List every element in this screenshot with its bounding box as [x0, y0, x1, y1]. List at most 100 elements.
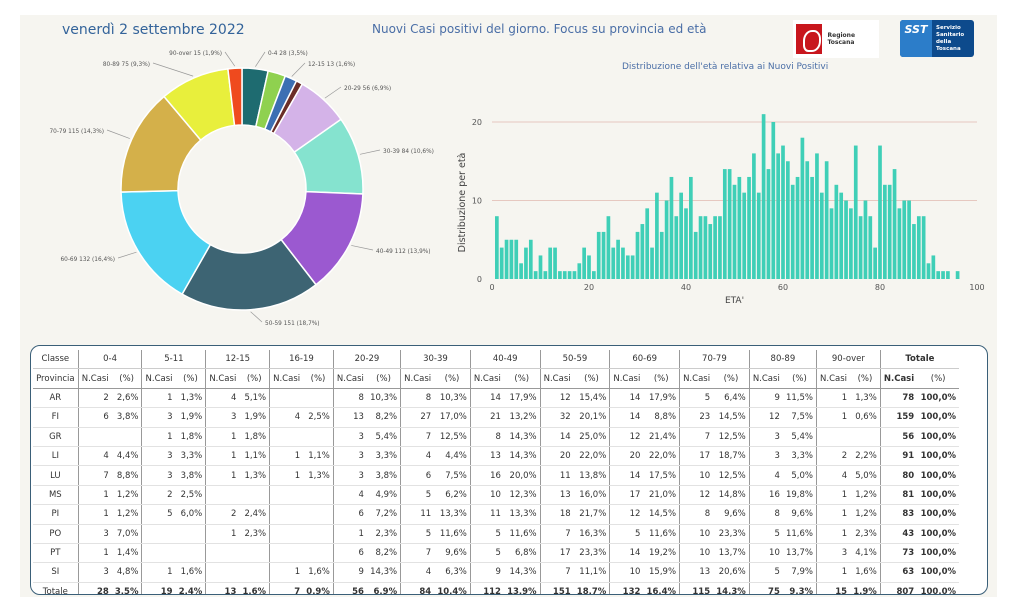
table-cell: 11,1% — [573, 562, 610, 583]
table-subheader: (%) — [917, 368, 959, 389]
histogram-x-tick: 100 — [969, 283, 984, 292]
histogram-bar — [650, 247, 654, 279]
histogram-bar — [679, 192, 683, 279]
table-cell: 73 — [879, 543, 918, 564]
histogram-bar — [936, 271, 941, 279]
table-header-provincia: Provincia — [33, 368, 79, 389]
table-cell: 8 — [679, 504, 714, 525]
table-cell-provincia: Totale — [42, 586, 68, 595]
table-cell: 1 — [77, 543, 112, 564]
table-cell: 80 — [879, 465, 918, 486]
table-cell: 1,6% — [303, 562, 334, 583]
table-cell: 13 — [539, 485, 574, 506]
table-cell: 12 — [679, 485, 714, 506]
donut-leader-line — [324, 86, 342, 99]
table-subheader: N.Casi — [269, 368, 304, 389]
table-cell: 5,1% — [239, 388, 270, 409]
table-cell: 9 — [332, 562, 367, 583]
table-cell-provincia: AR — [33, 388, 79, 409]
histogram-bar — [606, 216, 611, 279]
table-cell: 5 — [469, 524, 504, 544]
table-cell: 1,9% — [239, 407, 270, 428]
table-cell: 11,5% — [782, 388, 817, 409]
donut-slice-label: 30-39 84 (10,6%) — [383, 149, 434, 155]
table-cell: 10 — [609, 562, 644, 583]
table-cell: 23,3% — [713, 524, 750, 544]
table-cell: 12,5% — [713, 427, 750, 447]
histogram-bar — [892, 169, 897, 279]
histogram-bar — [926, 263, 931, 279]
table-header-age-group: 30-39 — [400, 350, 471, 370]
donut-slice-label: 0-4 28 (3,5%) — [268, 51, 308, 57]
table-cell: 14 — [469, 388, 504, 409]
table-cell: 0,6% — [850, 407, 881, 428]
table-subheader: (%) — [366, 368, 401, 389]
histogram-bar — [499, 247, 504, 279]
table-cell: 1 — [816, 504, 851, 525]
histogram-bar — [693, 231, 698, 279]
histogram-bar — [805, 161, 810, 279]
histogram-x-tick: 60 — [778, 283, 788, 292]
table-cell: 3 — [205, 407, 240, 428]
donut-leader-line — [224, 51, 236, 67]
table-cell: 159 — [879, 407, 918, 428]
table-header-age-group: 20-29 — [332, 350, 401, 370]
table-cell: 14 — [609, 543, 644, 564]
table-subheader: N.Casi — [539, 368, 574, 389]
table-cell: 9,6% — [434, 543, 471, 564]
histogram-bar — [902, 200, 907, 279]
table-cell: 75 — [748, 582, 783, 594]
table-cell: 6,4% — [713, 388, 750, 409]
table-cell: 100,0% — [917, 485, 959, 506]
table-cell: 1 — [269, 562, 304, 583]
table-cell: 8 — [400, 388, 435, 409]
table-cell: 1 — [205, 465, 240, 486]
histogram-bar — [747, 176, 751, 279]
table-cell: 100,0% — [917, 562, 959, 583]
histogram-bar — [727, 169, 732, 279]
table-cell: 4 — [400, 562, 435, 583]
table-cell: 1,1% — [239, 446, 270, 467]
table-cell: 10 — [679, 465, 714, 486]
table-cell: 8,8% — [111, 465, 142, 486]
histogram-bar — [766, 169, 771, 279]
donut-leader-line — [117, 251, 137, 259]
histogram-bar — [582, 247, 586, 279]
donut-leader-line — [152, 62, 194, 77]
table-subheader: (%) — [111, 368, 142, 389]
donut-leader-line — [106, 129, 130, 139]
table-cell — [175, 524, 206, 544]
table-cell: 5,0% — [850, 465, 881, 486]
table-cell: 22,0% — [573, 446, 610, 467]
table-cell: 9,6% — [782, 504, 817, 525]
table-cell: 4,8% — [111, 562, 142, 583]
table-cell: 16,3% — [573, 524, 610, 544]
table-cell: 14 — [609, 465, 644, 486]
table-cell: 5,4% — [782, 427, 817, 447]
table-cell: 14,3% — [503, 427, 541, 447]
table-cell — [269, 485, 304, 506]
histogram-bar — [553, 247, 557, 279]
histogram-bar — [931, 255, 936, 279]
table-cell: 21,0% — [643, 485, 680, 506]
table-cell: 2,6% — [111, 388, 142, 409]
table-cell: 11 — [469, 504, 504, 525]
table-cell — [303, 543, 334, 564]
table-cell: 100,0% — [917, 543, 959, 564]
table-cell: 20 — [609, 446, 644, 467]
table-cell: 91 — [879, 446, 918, 467]
table-cell: 22,0% — [643, 446, 680, 467]
table-cell: 0,9% — [306, 586, 330, 595]
histogram-bar — [592, 271, 596, 279]
table-cell: 20,0% — [503, 465, 541, 486]
table-cell: 8 — [469, 427, 504, 447]
table-cell: 14,5% — [643, 504, 680, 525]
histogram-bar — [674, 216, 679, 279]
table-cell: 43 — [879, 524, 918, 544]
table-cell: 1 — [816, 485, 851, 506]
histogram-bar — [509, 239, 514, 279]
table-cell — [269, 543, 304, 564]
histogram-x-tick: 0 — [489, 283, 494, 292]
table-cell: 1,9% — [175, 407, 206, 428]
table-cell: 1 — [205, 427, 240, 447]
